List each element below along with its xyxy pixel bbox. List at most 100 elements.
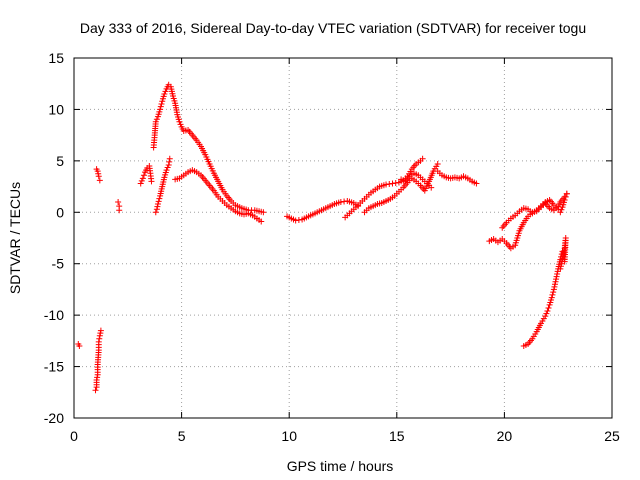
data-point bbox=[140, 172, 147, 179]
y-axis-label: SDTVAR / TECUs bbox=[7, 182, 23, 294]
data-point bbox=[292, 217, 299, 224]
data-point bbox=[97, 330, 104, 337]
data-point bbox=[341, 198, 348, 205]
data-point bbox=[260, 209, 267, 216]
y-tick-label: -5 bbox=[52, 256, 65, 272]
y-tick-label: -20 bbox=[44, 410, 64, 426]
data-point bbox=[177, 121, 184, 128]
y-tick-label: 15 bbox=[48, 50, 64, 66]
data-point bbox=[551, 281, 558, 288]
data-point bbox=[557, 265, 564, 272]
data-point bbox=[555, 206, 562, 213]
x-axis-label: GPS time / hours bbox=[287, 458, 394, 474]
data-point bbox=[554, 268, 561, 275]
y-tick-label: 0 bbox=[56, 204, 64, 220]
data-point bbox=[544, 308, 551, 315]
data-point bbox=[157, 106, 164, 113]
data-point bbox=[563, 190, 570, 197]
data-point bbox=[115, 199, 122, 205]
data-point bbox=[419, 155, 426, 162]
data-point bbox=[550, 286, 557, 293]
data-point bbox=[550, 289, 557, 296]
data-point bbox=[158, 100, 165, 107]
data-point bbox=[93, 376, 100, 383]
data-point bbox=[96, 177, 103, 184]
data-point bbox=[386, 181, 393, 187]
data-point bbox=[152, 209, 159, 216]
data-point bbox=[337, 199, 344, 205]
data-point bbox=[553, 276, 560, 283]
data-point bbox=[94, 374, 101, 381]
plot-frame bbox=[73, 57, 613, 419]
data-point bbox=[153, 206, 160, 213]
x-tick-label: 25 bbox=[604, 428, 620, 444]
y-tick-label: -10 bbox=[44, 307, 64, 323]
data-point bbox=[428, 184, 435, 191]
data-point bbox=[165, 161, 172, 168]
x-tick-label: 15 bbox=[389, 428, 405, 444]
axis-ticks: 0 5 10 15 20 25 -20 -15 -10 -5 0 5 10 15 bbox=[44, 50, 620, 444]
y-tick-label: 10 bbox=[48, 101, 64, 117]
data-point bbox=[551, 283, 558, 290]
data-point bbox=[148, 178, 155, 185]
data-point bbox=[95, 173, 102, 180]
chart-title: Day 333 of 2016, Sidereal Day-to-day VTE… bbox=[80, 20, 586, 36]
data-point bbox=[473, 180, 480, 187]
data-point bbox=[155, 198, 162, 205]
data-point bbox=[153, 116, 160, 123]
data-point bbox=[97, 327, 104, 334]
data-point bbox=[562, 193, 569, 200]
data-point bbox=[157, 103, 164, 110]
data-point bbox=[154, 201, 161, 208]
data-point bbox=[552, 278, 559, 285]
data-point bbox=[161, 91, 168, 97]
data-point bbox=[154, 203, 161, 210]
data-point bbox=[95, 170, 102, 177]
data-point bbox=[94, 168, 101, 175]
x-tick-label: 5 bbox=[178, 428, 186, 444]
data-point bbox=[557, 263, 564, 270]
data-point bbox=[295, 217, 302, 223]
data-point bbox=[137, 180, 144, 187]
data-point bbox=[95, 338, 102, 345]
x-tick-label: 20 bbox=[497, 428, 513, 444]
data-point bbox=[92, 387, 99, 394]
x-tick-label: 10 bbox=[281, 428, 297, 444]
data-point bbox=[558, 260, 565, 267]
data-point bbox=[434, 160, 441, 167]
data-point bbox=[553, 273, 560, 280]
data-point bbox=[389, 180, 396, 187]
data-point bbox=[163, 167, 170, 174]
data-point bbox=[139, 175, 146, 182]
data-point bbox=[557, 209, 564, 216]
x-tick-label: 0 bbox=[70, 428, 78, 444]
data-points bbox=[75, 81, 570, 394]
data-point bbox=[558, 206, 565, 213]
data-point bbox=[96, 335, 103, 342]
data-point bbox=[96, 332, 103, 339]
data-point bbox=[383, 181, 390, 188]
data-point bbox=[549, 291, 556, 298]
data-point bbox=[162, 88, 169, 95]
data-point bbox=[166, 155, 173, 162]
data-point bbox=[258, 218, 265, 225]
data-point bbox=[138, 177, 145, 184]
data-point bbox=[152, 118, 159, 125]
data-point bbox=[392, 179, 399, 186]
data-point bbox=[554, 271, 561, 277]
data-point bbox=[560, 249, 567, 256]
data-point bbox=[543, 310, 550, 317]
data-point bbox=[164, 164, 171, 171]
y-tick-label: -15 bbox=[44, 359, 64, 375]
data-point bbox=[561, 196, 568, 203]
data-point bbox=[116, 207, 123, 214]
data-point bbox=[76, 343, 83, 349]
data-point bbox=[542, 313, 549, 320]
data-point bbox=[176, 118, 183, 125]
grid-lines bbox=[74, 58, 612, 418]
data-point bbox=[545, 304, 552, 311]
data-point bbox=[166, 158, 173, 165]
data-point bbox=[548, 294, 555, 301]
data-point bbox=[156, 195, 163, 202]
